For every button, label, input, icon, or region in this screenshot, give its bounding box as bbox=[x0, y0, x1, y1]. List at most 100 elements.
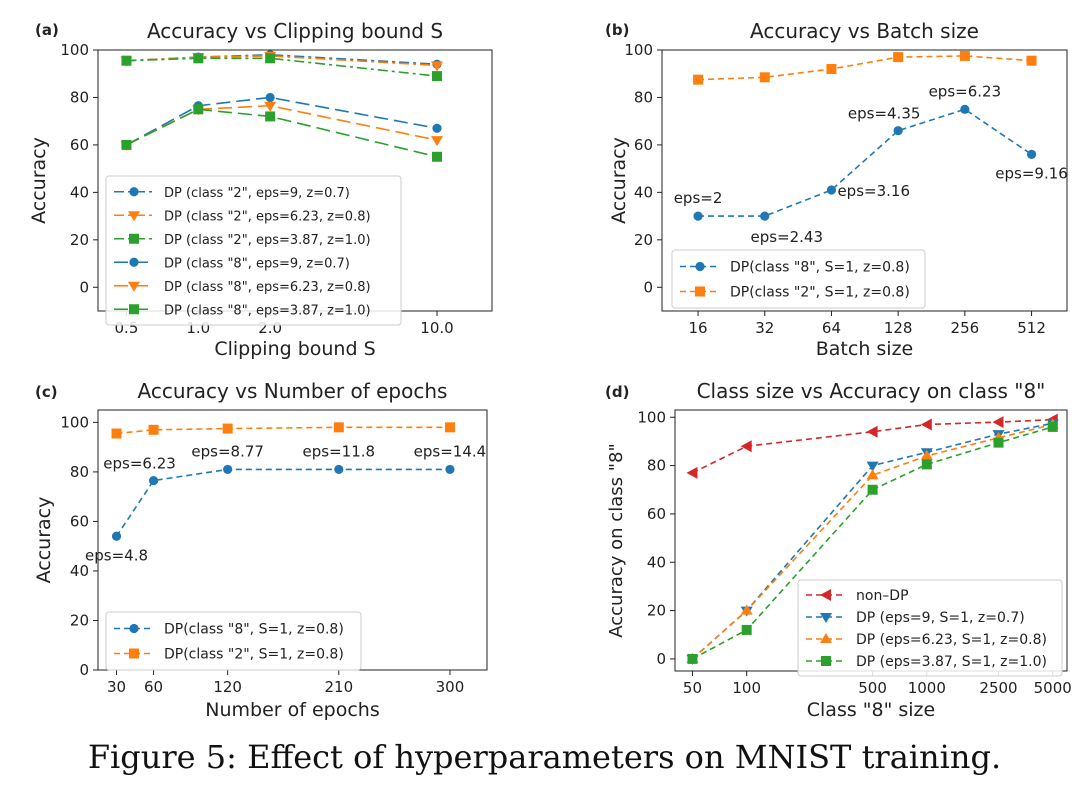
point-annotation: eps=4.8 bbox=[85, 546, 148, 564]
point-annotation: eps=4.35 bbox=[848, 105, 921, 123]
data-point bbox=[333, 422, 344, 433]
panel-label: (c) bbox=[35, 383, 58, 401]
data-point bbox=[687, 653, 698, 664]
data-point bbox=[760, 211, 770, 221]
legend-marker bbox=[695, 286, 705, 297]
data-point bbox=[1026, 149, 1037, 159]
legend-marker bbox=[128, 211, 140, 222]
data-point bbox=[432, 123, 442, 133]
x-tick-label: 30 bbox=[107, 678, 126, 696]
y-tick-label: 0 bbox=[79, 661, 89, 679]
data-point bbox=[866, 425, 878, 438]
x-axis-label: Batch size bbox=[816, 338, 914, 360]
data-point bbox=[740, 440, 752, 453]
legend-marker bbox=[820, 589, 831, 601]
y-tick-label: 20 bbox=[70, 611, 89, 629]
series-line-2 bbox=[126, 55, 438, 67]
x-tick-label: 64 bbox=[822, 319, 841, 337]
legend-label: DP (class "8", eps=3.87, z=1.0) bbox=[164, 303, 371, 318]
point-annotation: eps=2 bbox=[674, 189, 723, 207]
x-tick-label: 60 bbox=[144, 678, 163, 696]
series-line-1 bbox=[692, 418, 1053, 474]
series-line-4 bbox=[126, 96, 438, 146]
legend-marker bbox=[821, 656, 831, 666]
x-axis-label: Number of epochs bbox=[205, 699, 379, 721]
legend-label: DP (eps=9, S=1, z=0.7) bbox=[856, 610, 1025, 626]
series-line-2 bbox=[116, 426, 450, 435]
data-point bbox=[431, 151, 442, 162]
data-point bbox=[866, 469, 879, 480]
legend-label: DP (eps=3.87, S=1, z=1.0) bbox=[856, 654, 1047, 670]
legend-label: DP(class "2", S=1, z=0.8) bbox=[730, 285, 910, 301]
data-point bbox=[1047, 421, 1058, 432]
y-tick-label: 40 bbox=[634, 183, 653, 201]
data-point bbox=[121, 139, 132, 150]
legend-marker bbox=[128, 281, 140, 292]
y-tick-label: 60 bbox=[634, 136, 653, 154]
y-tick-label: 80 bbox=[647, 457, 666, 475]
legend-label: DP(class "8", S=1, z=0.8) bbox=[730, 260, 910, 276]
series-line-1 bbox=[115, 468, 450, 537]
panel-label: (a) bbox=[35, 21, 59, 39]
x-tick-label: 10.0 bbox=[420, 319, 453, 337]
chart-title: Accuracy vs Batch size bbox=[750, 19, 979, 43]
y-tick-label: 60 bbox=[647, 505, 666, 523]
data-point bbox=[686, 466, 698, 479]
chart-panel-4: 0 20 40 60 80 100 50 100 500 1000 2500 5000 Class si… bbox=[605, 379, 1072, 721]
y-tick-label: 40 bbox=[647, 553, 666, 571]
legend-label: DP (class "8", eps=9, z=0.7) bbox=[164, 256, 350, 271]
y-tick-label: 100 bbox=[637, 408, 666, 426]
x-axis-label: Clipping bound S bbox=[214, 338, 375, 360]
y-tick-label: 80 bbox=[70, 463, 89, 481]
y-axis-label: Accuracy bbox=[608, 137, 630, 224]
data-point bbox=[111, 531, 122, 541]
chart-panel-3: 0 20 40 60 80 100 30 60 120 210 300 Accuracy vs Num… bbox=[33, 379, 488, 721]
legend-box bbox=[671, 249, 926, 309]
y-tick-label: 80 bbox=[70, 88, 89, 106]
point-annotation: eps=11.8 bbox=[303, 442, 376, 460]
y-tick-label: 100 bbox=[60, 413, 89, 431]
x-tick-label: 128 bbox=[884, 319, 913, 337]
y-tick-label: 20 bbox=[634, 231, 653, 249]
series-line-5 bbox=[126, 104, 438, 146]
x-tick-label: 300 bbox=[436, 678, 465, 696]
data-point bbox=[223, 464, 233, 475]
series-line-1 bbox=[698, 108, 1033, 217]
data-point bbox=[920, 418, 932, 431]
y-tick-label: 40 bbox=[70, 183, 89, 201]
data-point bbox=[1026, 55, 1037, 66]
chart-panel-2: 0 20 40 60 80 100 16 32 64 128 256 512 Accuracy vs B… bbox=[605, 19, 1068, 360]
legend-marker bbox=[129, 304, 139, 315]
data-point bbox=[693, 74, 704, 85]
legend-label: non–DP bbox=[856, 588, 909, 604]
legend-marker bbox=[820, 613, 832, 623]
point-annotation: eps=3.16 bbox=[837, 182, 910, 200]
data-point bbox=[866, 461, 879, 472]
y-tick-label: 60 bbox=[70, 512, 89, 530]
x-tick-label: 50 bbox=[683, 679, 702, 697]
data-point bbox=[430, 61, 443, 72]
data-point bbox=[444, 422, 455, 433]
y-tick-label: 20 bbox=[70, 231, 89, 249]
x-tick-label: 120 bbox=[213, 678, 242, 696]
data-point bbox=[222, 423, 233, 434]
data-point bbox=[920, 449, 933, 460]
data-point bbox=[265, 92, 275, 103]
y-axis-label: Accuracy on class "8" bbox=[606, 443, 627, 637]
data-point bbox=[693, 211, 703, 221]
x-axis-label: Class "8" size bbox=[807, 699, 935, 721]
legend-marker bbox=[129, 623, 139, 634]
panel-label: (d) bbox=[605, 383, 629, 401]
legend-marker bbox=[129, 187, 139, 197]
x-tick-label: 16 bbox=[689, 319, 708, 337]
y-tick-label: 80 bbox=[634, 88, 653, 106]
data-point bbox=[265, 53, 276, 64]
legend-box bbox=[797, 579, 1063, 677]
x-tick-label: 210 bbox=[324, 678, 353, 696]
series-line-3 bbox=[126, 57, 438, 77]
x-tick-label: 1000 bbox=[908, 679, 946, 697]
y-tick-label: 20 bbox=[647, 602, 666, 620]
data-point bbox=[741, 624, 752, 635]
